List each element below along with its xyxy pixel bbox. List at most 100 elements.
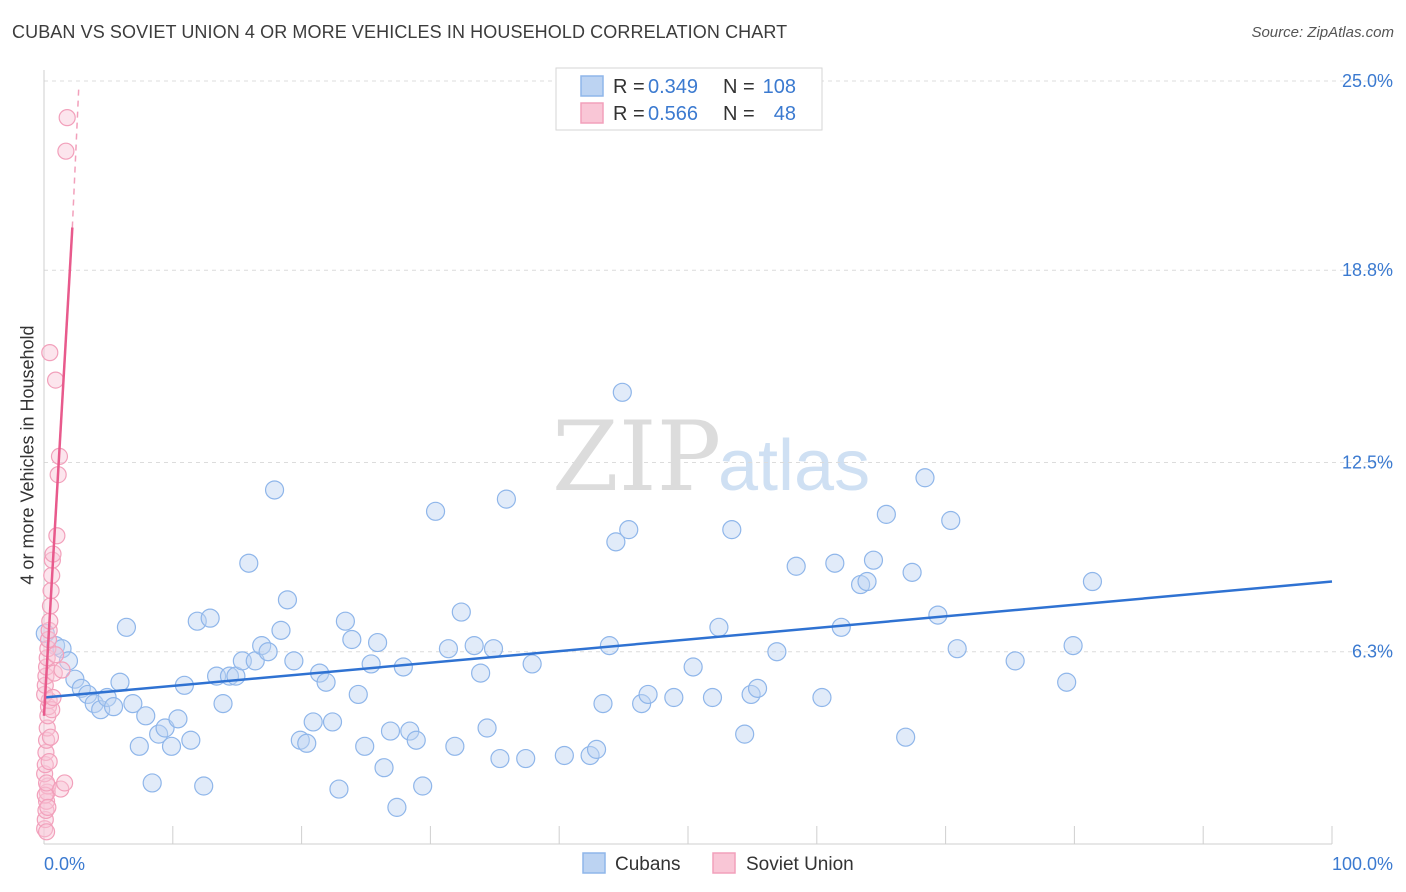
cubans-point	[483, 639, 504, 659]
source-credit: Source: ZipAtlas.com	[1251, 24, 1394, 41]
cubans-point	[664, 687, 684, 708]
soviet-union-point	[38, 783, 56, 801]
cubans-point	[116, 617, 137, 637]
y-tick-label: 18.8%	[1342, 260, 1393, 280]
cubans-point	[735, 724, 755, 744]
cubans-point	[200, 608, 220, 628]
watermark-zip: ZIP	[552, 401, 721, 513]
soviet-union-trend-line	[42, 227, 74, 716]
cubans-point	[619, 520, 639, 540]
soviet-union-point	[46, 646, 65, 664]
cubans-point	[406, 730, 426, 750]
cubans-point	[747, 678, 768, 698]
soviet-union-point	[37, 801, 55, 820]
cubans-point	[863, 550, 884, 570]
cubans-point	[767, 642, 787, 662]
watermark: ZIP atlas	[552, 401, 870, 513]
cubans-point	[103, 697, 124, 717]
cubans-point	[297, 733, 317, 753]
cubans-point	[825, 553, 845, 573]
cubans-point	[947, 639, 967, 659]
soviet-union-point	[56, 774, 74, 792]
soviet-r-value: 0.566	[648, 103, 698, 125]
cubans-point	[123, 694, 143, 714]
cubans-point	[316, 672, 336, 692]
cubans-point	[168, 709, 188, 729]
cubans-point	[393, 657, 413, 677]
cubans-point	[876, 504, 896, 524]
soviet-union-point	[53, 661, 71, 679]
cubans-point	[322, 712, 343, 732]
cubans-r-value: 0.349	[648, 76, 698, 98]
cubans-point	[490, 748, 510, 769]
cubans-point	[638, 684, 658, 705]
cubans-trend-line	[43, 580, 1333, 699]
cubans-point	[271, 620, 291, 640]
cubans-point	[348, 684, 368, 705]
cubans-point	[471, 663, 491, 683]
cubans-point	[329, 779, 349, 799]
cubans-point	[374, 758, 394, 778]
chart-title: CUBAN VS SOVIET UNION 4 OR MORE VEHICLES…	[12, 22, 788, 42]
soviet-union-point	[46, 371, 65, 389]
soviet-union-point	[38, 719, 56, 737]
cubans-point	[142, 773, 162, 793]
soviet-r-label: R =	[613, 103, 645, 125]
cubans-point	[522, 654, 542, 674]
cubans-point	[110, 672, 130, 692]
cubans-point	[129, 736, 149, 756]
cubans-point	[857, 571, 877, 592]
cubans-point	[335, 611, 355, 631]
cubans-point	[477, 718, 497, 738]
soviet-legend-swatch	[580, 102, 604, 124]
cubans-point	[902, 562, 922, 582]
cubans-point	[387, 797, 407, 817]
soviet-union-point	[37, 792, 56, 810]
cubans-r-label: R =	[613, 76, 645, 98]
soviet-union-point	[37, 774, 56, 792]
cubans-point	[709, 617, 729, 637]
cubans-point	[161, 736, 182, 756]
soviet-union-point	[48, 527, 66, 545]
cubans-point	[554, 745, 574, 766]
cubans-point	[303, 712, 323, 732]
watermark-atlas: atlas	[718, 426, 870, 506]
cubans-point	[1082, 571, 1103, 592]
cubans-point	[1057, 672, 1077, 692]
soviet-union-point	[36, 820, 54, 838]
cubans-point	[52, 639, 72, 659]
cubans-point	[355, 736, 375, 756]
cubans-point	[593, 694, 613, 714]
cubans-legend-label: Cubans	[615, 854, 681, 875]
cubans-point	[136, 706, 156, 726]
cubans-point	[722, 520, 742, 540]
correlation-legend: R = 0.349 N = 108 R = 0.566 N = 48	[555, 67, 823, 131]
x-axis-ticks	[172, 826, 1333, 844]
cubans-point	[258, 642, 278, 662]
cubans-point	[264, 480, 285, 500]
cubans-point	[496, 489, 516, 509]
soviet-union-series	[36, 109, 76, 841]
cubans-point	[702, 687, 723, 708]
cubans-point	[683, 657, 703, 677]
y-tick-label: 25.0%	[1342, 71, 1393, 91]
soviet-union-point	[39, 798, 57, 816]
cubans-point	[586, 739, 607, 759]
soviet-n-label: N =	[723, 103, 755, 125]
cubans-point	[451, 602, 471, 622]
cubans-point	[612, 382, 632, 402]
y-axis-tick-labels: 6.3% 12.5% 18.8% 25.0%	[1342, 71, 1393, 662]
cubans-point	[1063, 636, 1083, 656]
x-tick-label-max: 100.0%	[1332, 854, 1393, 874]
y-tick-label: 12.5%	[1342, 453, 1393, 473]
soviet-union-point	[41, 344, 59, 362]
cubans-point	[181, 730, 201, 750]
soviet-union-trend-extension	[71, 87, 80, 228]
cubans-point	[342, 629, 362, 650]
cubans-point	[277, 590, 298, 610]
cubans-point	[213, 694, 233, 714]
cubans-point	[928, 605, 948, 625]
soviet-union-point	[41, 728, 60, 746]
x-tick-label-min: 0.0%	[44, 854, 85, 874]
